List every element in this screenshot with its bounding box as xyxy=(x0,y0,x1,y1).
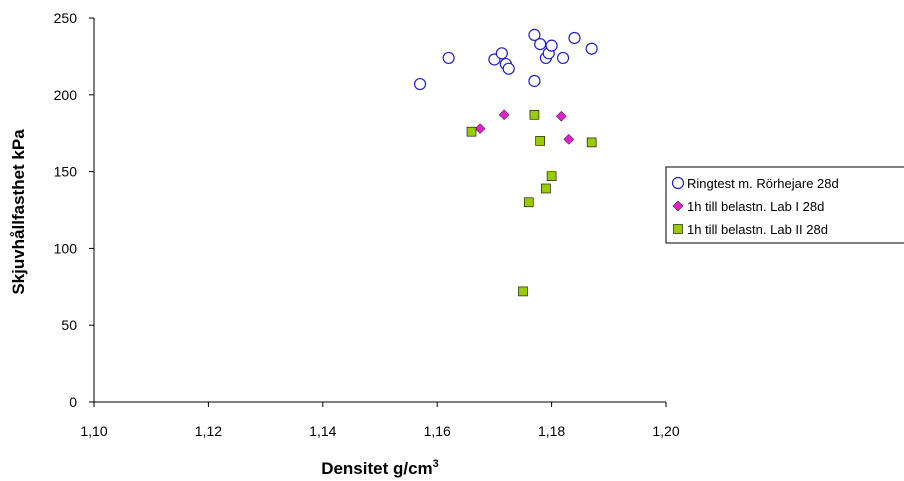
y-axis-title: Skjuvhållfasthet kPa xyxy=(9,129,28,295)
data-point-series-1 xyxy=(534,38,547,51)
data-point-series-1 xyxy=(528,74,541,88)
y-tick-label: 200 xyxy=(54,87,78,103)
data-points xyxy=(413,28,598,297)
data-point-series-3 xyxy=(529,109,540,120)
data-point-series-3 xyxy=(466,126,477,137)
data-point-series-1 xyxy=(502,62,515,75)
data-point-series-1 xyxy=(413,77,427,91)
y-tick-label: 0 xyxy=(69,394,77,410)
x-tick-label: 1,20 xyxy=(652,423,679,439)
data-point-series-3 xyxy=(546,171,557,182)
x-axis-title: Densitet g/cm3 xyxy=(321,458,439,478)
data-point-series-3 xyxy=(541,183,551,194)
x-tick-label: 1,16 xyxy=(424,423,451,439)
legend-label-series-1: Ringtest m. Rörhejare 28d xyxy=(687,176,839,191)
x-tick-label: 1,12 xyxy=(195,423,222,439)
legend: Ringtest m. Rörhejare 28d 1h till belastn… xyxy=(665,166,904,244)
data-point-series-1 xyxy=(568,31,581,45)
y-tick-label: 250 xyxy=(54,10,78,26)
legend-marker-series-3 xyxy=(673,224,683,234)
legend-marker-series-2 xyxy=(672,200,684,212)
data-point-series-1 xyxy=(556,51,570,65)
data-point-series-1 xyxy=(585,42,598,55)
data-point-series-1 xyxy=(528,28,541,41)
legend-label-series-2: 1h till belastn. Lab I 28d xyxy=(687,199,824,214)
data-point-series-3 xyxy=(518,286,528,297)
data-point-series-1 xyxy=(442,51,455,65)
legend-label-series-3: 1h till belastn. Lab II 28d xyxy=(687,222,828,237)
data-point-series-3 xyxy=(535,136,545,146)
y-tick-label: 50 xyxy=(61,317,77,333)
x-tick-label: 1,18 xyxy=(538,423,565,439)
x-tick-label: 1,10 xyxy=(80,423,107,439)
data-point-series-3 xyxy=(586,137,597,148)
y-tick-label: 100 xyxy=(54,240,78,256)
data-point-series-1 xyxy=(495,47,508,60)
data-point-series-2 xyxy=(474,123,486,134)
legend-marker-series-1 xyxy=(671,176,685,190)
y-tick-label: 150 xyxy=(54,164,78,180)
legend-box xyxy=(665,166,904,244)
data-point-series-2 xyxy=(498,109,510,121)
data-point-series-2 xyxy=(555,110,567,122)
data-point-series-2 xyxy=(563,133,575,145)
data-point-series-1 xyxy=(545,39,558,52)
axis-ticks: 1,10 1,12 1,14 1,16 1,18 1,20 0 50 100 150 200 250 xyxy=(54,10,680,439)
x-tick-label: 1,14 xyxy=(309,423,336,439)
data-point-series-3 xyxy=(523,197,534,208)
